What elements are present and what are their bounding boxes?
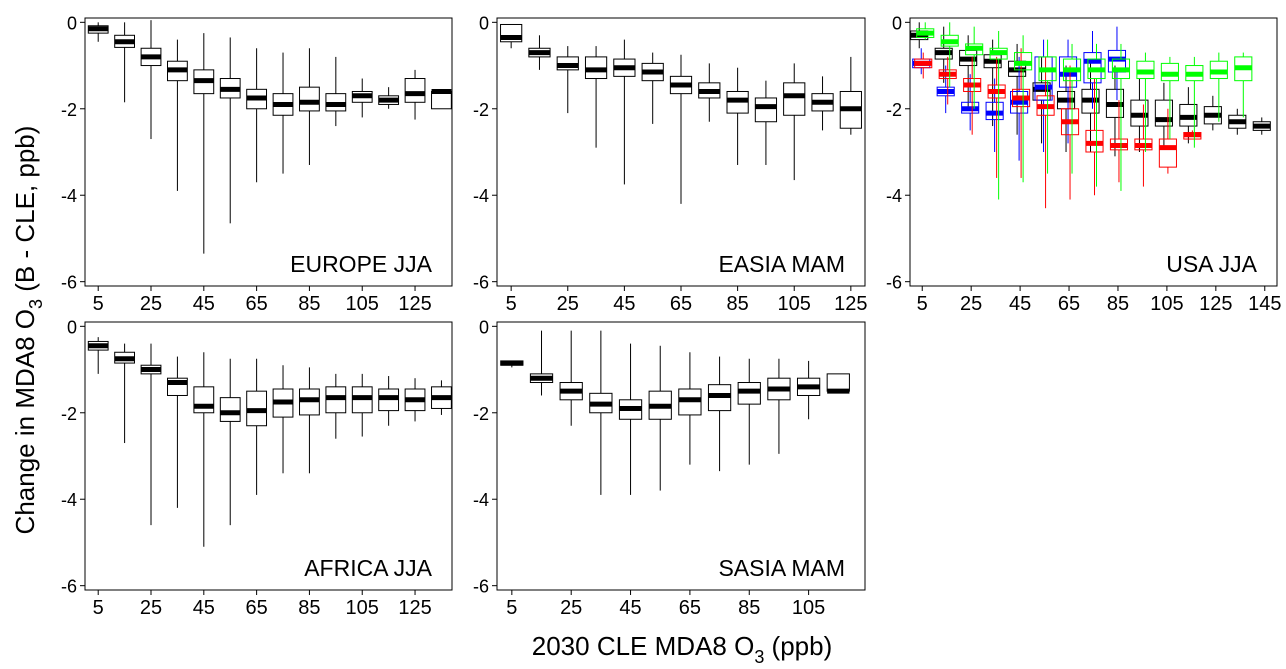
x-tick-label: 25 (140, 293, 162, 315)
y-tick-label: -4 (886, 186, 902, 206)
y-tick-label: -6 (473, 273, 489, 293)
x-label-part: 2030 CLE MDA8 O (532, 631, 755, 661)
y-tick-label: 0 (67, 317, 77, 337)
title-background (288, 251, 435, 277)
x-tick-label: 85 (726, 293, 748, 315)
x-tick-label: 45 (193, 293, 215, 315)
x-tick-label: 25 (560, 597, 582, 619)
x-tick-label: 65 (245, 293, 267, 315)
y-tick-label: -4 (473, 490, 489, 510)
panel: 0 -2 -4 -6 5 25 45 65 85 105 125 EUROPE JJA (61, 13, 453, 315)
x-label-sub: 3 (754, 647, 764, 667)
x-tick-label: 45 (613, 293, 635, 315)
x-tick-label: 85 (738, 597, 760, 619)
plot-frame (496, 321, 866, 591)
y-tick-label: -2 (886, 100, 902, 120)
x-label-part: (ppb) (764, 631, 832, 661)
y-tick-label: 0 (892, 13, 902, 33)
box (219, 397, 241, 422)
y-label-part: Change in MDA8 O (10, 309, 40, 534)
y-tick-label: -6 (473, 577, 489, 597)
panel: 0 -2 -4 -6 5 25 45 65 85 105 SASIA MAM (473, 317, 866, 619)
y-tick-label: -4 (61, 186, 77, 206)
x-tick-label: 45 (1009, 293, 1031, 315)
y-tick-label: 0 (479, 317, 489, 337)
panel-title: USA JJA (1166, 251, 1257, 277)
x-tick-label: 85 (298, 293, 320, 315)
x-tick-label: 65 (1058, 293, 1080, 315)
box (754, 97, 778, 123)
box (431, 90, 452, 110)
y-tick-label: 0 (479, 13, 489, 33)
y-tick-label: -4 (61, 490, 77, 510)
y-tick-label: -6 (886, 273, 902, 293)
x-tick-label: 125 (1199, 293, 1232, 315)
y-label-sub: 3 (26, 299, 46, 309)
x-tick-label: 105 (778, 293, 811, 315)
box (193, 386, 215, 414)
y-tick-label: 0 (67, 13, 77, 33)
x-tick-label: 45 (193, 597, 215, 619)
box (500, 23, 523, 43)
box (1158, 138, 1177, 168)
y-axis-label: Change in MDA8 O3 (B - CLE, ppb) (10, 126, 46, 535)
panel-title: EASIA MAM (718, 251, 845, 277)
title-background (1164, 251, 1260, 277)
x-tick-label: 145 (1248, 293, 1281, 315)
x-tick-label: 25 (140, 597, 162, 619)
panel: 0 -2 -4 -6 5 25 45 65 85 105 125 AFRICA JJA (61, 317, 453, 619)
plot-frame (84, 321, 453, 591)
title-background (302, 555, 435, 581)
box (826, 373, 850, 392)
box (167, 377, 188, 396)
panel-title: AFRICA JJA (304, 555, 432, 581)
y-tick-label: -6 (61, 273, 77, 293)
box (299, 86, 320, 112)
x-tick-label: 105 (1150, 293, 1183, 315)
x-tick-label: 45 (619, 597, 641, 619)
x-axis-label: 2030 CLE MDA8 O3 (ppb) (532, 631, 833, 667)
y-tick-label: -2 (61, 404, 77, 424)
y-tick-label: -2 (473, 100, 489, 120)
x-tick-label: 5 (93, 597, 104, 619)
box (404, 78, 426, 103)
x-tick-label: 5 (506, 293, 517, 315)
title-background (716, 555, 847, 581)
y-tick-label: -6 (61, 577, 77, 597)
x-tick-label: 25 (960, 293, 982, 315)
x-tick-label: 85 (298, 597, 320, 619)
x-tick-label: 65 (245, 597, 267, 619)
x-tick-label: 5 (93, 293, 104, 315)
x-tick-label: 105 (792, 597, 825, 619)
x-tick-label: 125 (398, 293, 431, 315)
plot-frame (84, 17, 453, 287)
box (1034, 56, 1053, 101)
y-label-part: (B - CLE, ppb) (10, 126, 40, 299)
y-tick-label: -2 (473, 404, 489, 424)
panel: 0 -2 -4 -6 5 25 45 65 85 105 125 145 USA JJA (886, 13, 1281, 315)
plot-frame (496, 17, 866, 287)
panel: 0 -2 -4 -6 5 25 45 65 85 105 125 EASIA MAM (473, 13, 868, 315)
box (1154, 99, 1173, 127)
x-tick-label: 105 (346, 293, 379, 315)
x-tick-label: 105 (346, 597, 379, 619)
x-tick-label: 5 (506, 597, 517, 619)
y-tick-label: -4 (473, 186, 489, 206)
panel-title: SASIA MAM (718, 555, 845, 581)
x-tick-label: 65 (670, 293, 692, 315)
title-background (716, 251, 847, 277)
panel-title: EUROPE JJA (290, 251, 433, 277)
x-tick-label: 125 (834, 293, 867, 315)
x-tick-label: 125 (398, 597, 431, 619)
plot-frame (909, 17, 1278, 287)
x-tick-label: 5 (917, 293, 928, 315)
y-tick-label: -2 (61, 100, 77, 120)
x-tick-label: 25 (557, 293, 579, 315)
box (783, 82, 806, 116)
x-tick-label: 85 (1107, 293, 1129, 315)
x-tick-label: 65 (679, 597, 701, 619)
